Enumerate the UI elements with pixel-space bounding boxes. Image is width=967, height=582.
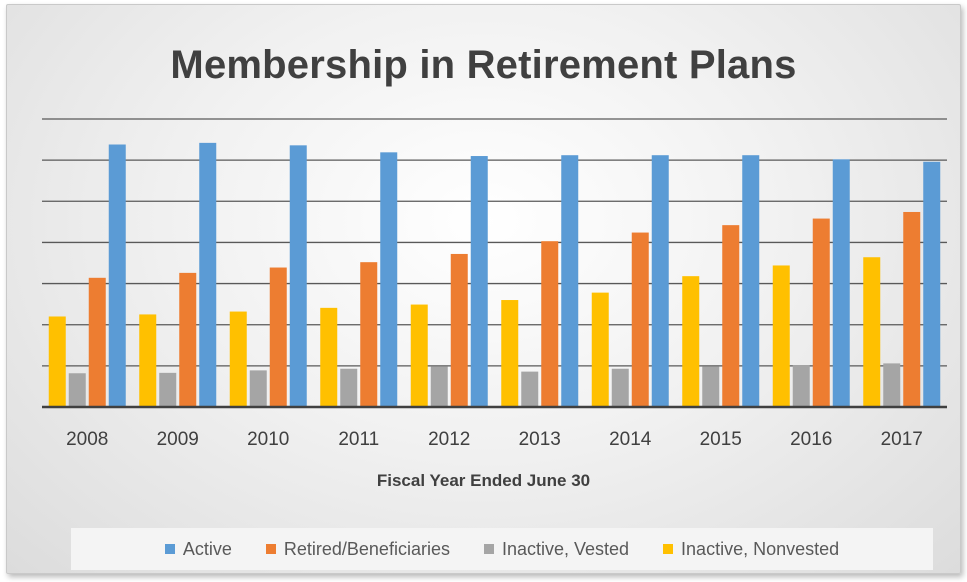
x-tick-label: 2010	[247, 429, 289, 450]
legend: Active Retired/Beneficiaries Inactive, V…	[71, 528, 933, 570]
legend-item-retired: Retired/Beneficiaries	[265, 538, 450, 560]
bars	[48, 142, 941, 407]
legend-swatch-retired	[265, 544, 276, 554]
bar-active-2012	[470, 156, 488, 407]
x-tick-label: 2016	[790, 429, 832, 450]
bar-inactive-vested-2014	[611, 368, 629, 407]
legend-label-inactive-nonvested: Inactive, Nonvested	[681, 538, 840, 559]
bar-inactive-nonvested-2008	[48, 316, 66, 407]
legend-item-active: Active	[164, 538, 232, 560]
bar-inactive-vested-2010	[249, 370, 267, 407]
bar-inactive-vested-2012	[430, 366, 448, 407]
bar-inactive-nonvested-2017	[863, 257, 881, 407]
bar-inactive-nonvested-2013	[501, 300, 519, 407]
bar-active-2008	[108, 144, 126, 407]
bar-inactive-vested-2009	[159, 372, 177, 407]
gridlines	[42, 118, 947, 367]
bar-retired-beneficiaries-2009	[179, 272, 197, 407]
bar-inactive-nonvested-2016	[772, 265, 790, 407]
bar-retired-beneficiaries-2008	[88, 277, 106, 407]
x-tick-label: 2009	[157, 429, 199, 450]
legend-item-inactive-vested: Inactive, Vested	[483, 538, 630, 560]
bar-active-2016	[832, 159, 850, 407]
bar-active-2014	[651, 155, 669, 407]
legend-item-inactive-nonvested: Inactive, Nonvested	[663, 539, 839, 560]
bar-inactive-nonvested-2014	[591, 292, 609, 407]
bar-retired-beneficiaries-2012	[450, 253, 468, 407]
chart-title: Membership in Retirement Plans	[170, 43, 797, 87]
bar-retired-beneficiaries-2014	[631, 232, 649, 407]
legend-swatch-inactive-nonvested	[663, 544, 674, 554]
x-tick-label: 2017	[881, 429, 923, 450]
bar-inactive-vested-2011	[340, 368, 358, 407]
bar-active-2017	[923, 161, 941, 407]
bar-inactive-vested-2016	[792, 365, 810, 407]
legend-swatch-active	[164, 544, 175, 554]
chart-frame: Membership in Retirement Plans 2008 2009 2…	[6, 4, 961, 574]
x-tick-label: 2013	[519, 429, 561, 450]
legend-label-retired: Retired/Beneficiaries	[283, 538, 450, 559]
x-tick-label: 2014	[609, 429, 652, 450]
x-axis-title: Fiscal Year Ended June 30	[376, 471, 591, 490]
chart-plot: 2008 2009 2010 2011 2012 2013 2014 2015 2016 2017	[42, 118, 947, 450]
bar-retired-beneficiaries-2013	[541, 241, 559, 407]
bar-active-2009	[199, 142, 217, 407]
bar-inactive-nonvested-2015	[682, 276, 700, 407]
x-tick-label: 2012	[428, 429, 470, 450]
bar-retired-beneficiaries-2011	[360, 262, 378, 407]
legend-label-active: Active	[182, 538, 232, 559]
bar-inactive-nonvested-2009	[139, 314, 157, 407]
bar-inactive-nonvested-2012	[410, 304, 428, 407]
x-tick-labels: 2008 2009 2010 2011 2012 2013 2014 2015 2016 2017	[66, 429, 923, 450]
bar-retired-beneficiaries-2015	[722, 225, 740, 407]
bar-retired-beneficiaries-2010	[269, 267, 287, 407]
bar-inactive-vested-2013	[521, 371, 539, 407]
bar-inactive-vested-2008	[68, 373, 86, 407]
legend-label-inactive-vested: Inactive, Vested	[501, 538, 630, 559]
bar-retired-beneficiaries-2017	[903, 211, 921, 407]
x-tick-label: 2015	[700, 429, 742, 450]
bar-active-2010	[289, 145, 307, 407]
bar-inactive-vested-2017	[883, 363, 901, 407]
bar-retired-beneficiaries-2016	[812, 218, 830, 407]
bar-inactive-nonvested-2010	[229, 311, 247, 407]
bar-active-2011	[380, 152, 398, 407]
bar-inactive-vested-2015	[702, 366, 720, 407]
bar-inactive-nonvested-2011	[320, 307, 338, 407]
x-tick-label: 2011	[338, 429, 379, 450]
bar-active-2013	[561, 155, 579, 407]
x-tick-label: 2008	[66, 429, 108, 450]
legend-swatch-inactive-vested	[483, 544, 494, 554]
bar-active-2015	[742, 155, 760, 407]
